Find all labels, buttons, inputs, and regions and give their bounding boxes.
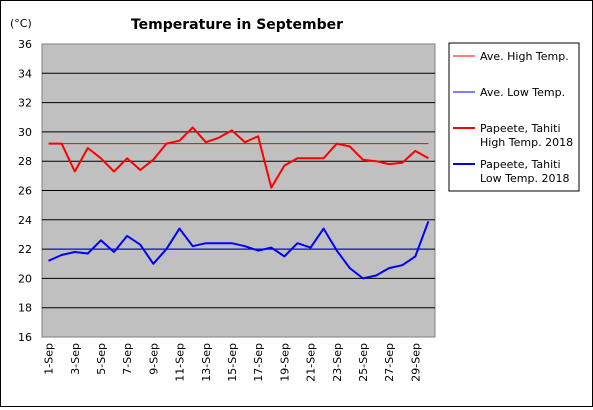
series-line — [48, 220, 430, 280]
legend-label-high-2018-line1: Papeete, Tahiti — [480, 122, 561, 135]
x-tick-label: 11-Sep — [174, 343, 187, 382]
legend-label-low-2018-line1: Papeete, Tahiti — [480, 158, 561, 171]
y-tick-label: 28 — [18, 155, 32, 168]
x-tick-label: 13-Sep — [200, 343, 213, 382]
y-tick-label: 24 — [18, 214, 32, 227]
x-tick-label: 23-Sep — [331, 343, 344, 382]
x-tick: 17-Sep — [252, 343, 265, 382]
x-tick: 1-Sep — [43, 343, 56, 375]
x-tick: 5-Sep — [95, 343, 108, 375]
y-unit-label: (°C) — [10, 17, 32, 30]
y-tick-label: 26 — [18, 185, 32, 198]
x-tick: 27-Sep — [383, 343, 396, 382]
x-tick-label: 21-Sep — [305, 343, 318, 382]
x-axis: 1-Sep 3-Sep 5-Sep 7-Sep 9-Sep 11-Sep 13-Sep 15-… — [43, 343, 423, 382]
x-tick-label: 7-Sep — [121, 343, 134, 375]
x-tick-label: 27-Sep — [383, 343, 396, 382]
y-tick-label: 18 — [18, 302, 32, 315]
x-tick: 19-Sep — [278, 343, 291, 382]
legend: Ave. High Temp. Ave. Low Temp. Papeete, … — [448, 42, 580, 192]
x-tick-label: 19-Sep — [278, 343, 291, 382]
legend-label-ave-low: Ave. Low Temp. — [480, 86, 565, 99]
x-tick: 13-Sep — [200, 343, 213, 382]
y-tick-label: 30 — [18, 126, 32, 139]
x-tick-label: 17-Sep — [252, 343, 265, 382]
x-tick: 25-Sep — [357, 343, 370, 382]
x-tick-label: 1-Sep — [43, 343, 56, 375]
legend-box — [448, 42, 580, 192]
x-tick-label: 29-Sep — [409, 343, 422, 382]
x-tick-label: 5-Sep — [95, 343, 108, 375]
x-tick: 9-Sep — [147, 343, 160, 375]
x-tick: 3-Sep — [69, 343, 82, 375]
legend-label-high-2018-line2: High Temp. 2018 — [480, 136, 573, 149]
chart-title: Temperature in September — [131, 17, 343, 33]
y-tick-label: 32 — [18, 97, 32, 110]
x-tick: 7-Sep — [121, 343, 134, 375]
x-tick-label: 3-Sep — [69, 343, 82, 375]
x-tick: 15-Sep — [226, 343, 239, 382]
x-tick: 23-Sep — [331, 343, 344, 382]
y-tick-label: 16 — [18, 331, 32, 344]
y-tick-label: 20 — [18, 272, 32, 285]
x-tick-label: 15-Sep — [226, 343, 239, 382]
x-tick: 29-Sep — [409, 343, 422, 382]
legend-label-ave-high: Ave. High Temp. — [480, 50, 569, 63]
legend-label-low-2018-line2: Low Temp. 2018 — [480, 172, 569, 185]
x-tick-label: 25-Sep — [357, 343, 370, 382]
x-tick: 21-Sep — [305, 343, 318, 382]
x-tick: 11-Sep — [174, 343, 187, 382]
y-tick-label: 22 — [18, 243, 32, 256]
y-tick-label: 34 — [18, 67, 32, 80]
series-lines — [48, 126, 430, 280]
series-line — [48, 126, 429, 189]
y-tick-label: 36 — [18, 38, 32, 51]
y-axis: 16 18 20 22 24 26 28 30 32 34 36 — [18, 38, 32, 344]
x-tick-label: 9-Sep — [147, 343, 160, 375]
